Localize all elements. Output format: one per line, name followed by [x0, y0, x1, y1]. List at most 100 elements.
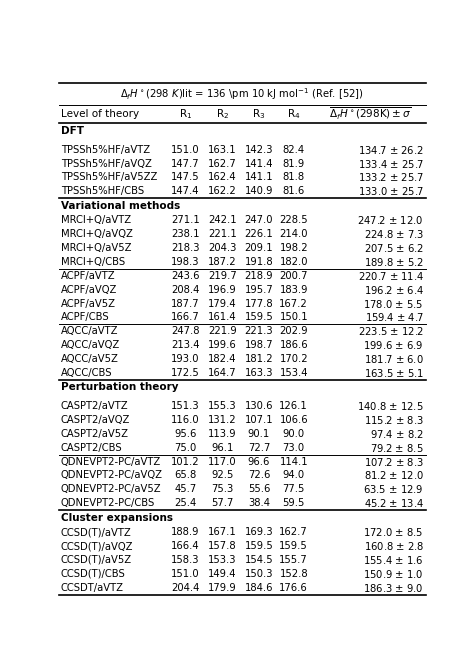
Text: 96.6: 96.6 [248, 456, 270, 466]
Text: 221.1: 221.1 [208, 229, 236, 239]
Text: 160.8 $\pm$ 2.8: 160.8 $\pm$ 2.8 [364, 540, 424, 552]
Text: 167.2: 167.2 [280, 299, 308, 309]
Text: 126.1: 126.1 [280, 401, 308, 411]
Text: CCSD(T)/CBS: CCSD(T)/CBS [61, 569, 126, 579]
Text: 45.7: 45.7 [175, 484, 197, 495]
Text: 182.0: 182.0 [280, 257, 308, 267]
Text: 243.6: 243.6 [171, 271, 200, 280]
Text: 224.8 $\pm$ 7.3: 224.8 $\pm$ 7.3 [364, 228, 424, 240]
Text: 186.3 $\pm$ 9.0: 186.3 $\pm$ 9.0 [363, 582, 424, 594]
Text: 198.2: 198.2 [280, 243, 308, 253]
Text: 189.8 $\pm$ 5.2: 189.8 $\pm$ 5.2 [364, 256, 424, 268]
Text: 141.4: 141.4 [245, 158, 273, 168]
Text: 25.4: 25.4 [175, 498, 197, 508]
Text: 196.9: 196.9 [208, 285, 236, 295]
Text: 81.6: 81.6 [282, 187, 305, 196]
Text: 221.9: 221.9 [208, 326, 236, 336]
Text: 97.4 $\pm$ 8.2: 97.4 $\pm$ 8.2 [370, 428, 424, 440]
Text: 214.0: 214.0 [280, 229, 308, 239]
Text: CASPT2/CBS: CASPT2/CBS [61, 443, 123, 453]
Text: 188.9: 188.9 [171, 527, 200, 537]
Text: TPSSh5%HF/aV5ZZ: TPSSh5%HF/aV5ZZ [61, 172, 158, 183]
Text: 179.4: 179.4 [208, 299, 236, 309]
Text: 242.1: 242.1 [208, 215, 236, 225]
Text: QDNEVPT2-PC/aVQZ: QDNEVPT2-PC/aVQZ [61, 470, 163, 480]
Text: QDNEVPT2-PC/aVTZ: QDNEVPT2-PC/aVTZ [61, 456, 161, 466]
Text: R$_1$: R$_1$ [179, 107, 192, 121]
Text: 218.3: 218.3 [171, 243, 200, 253]
Text: AQCC/aV5Z: AQCC/aV5Z [61, 354, 119, 364]
Text: 199.6 $\pm$ 6.9: 199.6 $\pm$ 6.9 [363, 339, 424, 351]
Text: TPSSh5%HF/aVTZ: TPSSh5%HF/aVTZ [61, 145, 150, 154]
Text: 186.6: 186.6 [280, 340, 308, 350]
Text: 162.4: 162.4 [208, 172, 236, 183]
Text: 133.4 $\pm$ 25.7: 133.4 $\pm$ 25.7 [358, 158, 424, 170]
Text: 167.1: 167.1 [208, 527, 236, 537]
Text: AQCC/aVQZ: AQCC/aVQZ [61, 340, 120, 350]
Text: 75.3: 75.3 [211, 484, 233, 495]
Text: 162.2: 162.2 [208, 187, 236, 196]
Text: 170.2: 170.2 [280, 354, 308, 364]
Text: 153.3: 153.3 [208, 555, 236, 565]
Text: Perturbation theory: Perturbation theory [61, 382, 178, 393]
Text: 166.4: 166.4 [171, 541, 200, 551]
Text: 191.8: 191.8 [245, 257, 273, 267]
Text: 223.5 $\pm$ 12.2: 223.5 $\pm$ 12.2 [358, 325, 424, 338]
Text: 73.0: 73.0 [283, 443, 305, 453]
Text: MRCI+Q/aVTZ: MRCI+Q/aVTZ [61, 215, 131, 225]
Text: 155.3: 155.3 [208, 401, 236, 411]
Text: 247.2 $\pm$ 12.0: 247.2 $\pm$ 12.0 [358, 214, 424, 226]
Text: R$_3$: R$_3$ [252, 107, 266, 121]
Text: 238.1: 238.1 [171, 229, 200, 239]
Text: 106.6: 106.6 [280, 415, 308, 425]
Text: 172.5: 172.5 [171, 368, 200, 378]
Text: 116.0: 116.0 [171, 415, 200, 425]
Text: AQCC/CBS: AQCC/CBS [61, 368, 113, 378]
Text: 247.0: 247.0 [245, 215, 273, 225]
Text: 177.8: 177.8 [245, 299, 273, 309]
Text: 204.4: 204.4 [171, 582, 200, 592]
Text: MRCI+Q/aV5Z: MRCI+Q/aV5Z [61, 243, 131, 253]
Text: 183.9: 183.9 [280, 285, 308, 295]
Text: 208.4: 208.4 [171, 285, 200, 295]
Text: 140.9: 140.9 [245, 187, 273, 196]
Text: 162.7: 162.7 [208, 158, 236, 168]
Text: 221.3: 221.3 [245, 326, 273, 336]
Text: 153.4: 153.4 [280, 368, 308, 378]
Text: 45.2 $\pm$ 13.4: 45.2 $\pm$ 13.4 [364, 497, 424, 509]
Text: 133.2 $\pm$ 25.7: 133.2 $\pm$ 25.7 [359, 171, 424, 183]
Text: 79.2 $\pm$ 8.5: 79.2 $\pm$ 8.5 [370, 442, 424, 454]
Text: R$_4$: R$_4$ [287, 107, 300, 121]
Text: Variational methods: Variational methods [61, 201, 180, 211]
Text: 181.2: 181.2 [245, 354, 273, 364]
Text: 204.3: 204.3 [208, 243, 236, 253]
Text: MRCI+Q/CBS: MRCI+Q/CBS [61, 257, 125, 267]
Text: 166.7: 166.7 [171, 313, 200, 322]
Text: 81.9: 81.9 [282, 158, 305, 168]
Text: 150.3: 150.3 [245, 569, 273, 579]
Text: 65.8: 65.8 [175, 470, 197, 480]
Text: ACPF/aVTZ: ACPF/aVTZ [61, 271, 115, 280]
Text: 161.4: 161.4 [208, 313, 236, 322]
Text: 130.6: 130.6 [245, 401, 273, 411]
Text: 152.8: 152.8 [280, 569, 308, 579]
Text: 163.5 $\pm$ 5.1: 163.5 $\pm$ 5.1 [364, 367, 424, 379]
Text: 95.6: 95.6 [175, 429, 197, 439]
Text: 57.7: 57.7 [211, 498, 234, 508]
Text: 213.4: 213.4 [171, 340, 200, 350]
Text: $\Delta_f H^\circ$(298 $K$)lit = 136 \pm 10 kJ mol$^{-1}$ (Ref. [52]): $\Delta_f H^\circ$(298 $K$)lit = 136 \pm… [121, 87, 364, 102]
Text: 107.2 $\pm$ 8.3: 107.2 $\pm$ 8.3 [364, 456, 424, 468]
Text: 149.4: 149.4 [208, 569, 236, 579]
Text: QDNEVPT2-PC/CBS: QDNEVPT2-PC/CBS [61, 498, 155, 508]
Text: 247.8: 247.8 [171, 326, 200, 336]
Text: 142.3: 142.3 [245, 145, 273, 154]
Text: CASPT2/aVTZ: CASPT2/aVTZ [61, 401, 129, 411]
Text: 187.7: 187.7 [171, 299, 200, 309]
Text: DFT: DFT [61, 126, 84, 136]
Text: 150.9 $\pm$ 1.0: 150.9 $\pm$ 1.0 [363, 568, 424, 580]
Text: 163.3: 163.3 [245, 368, 273, 378]
Text: 72.6: 72.6 [248, 470, 270, 480]
Text: 158.3: 158.3 [171, 555, 200, 565]
Text: 155.7: 155.7 [280, 555, 308, 565]
Text: 187.2: 187.2 [208, 257, 236, 267]
